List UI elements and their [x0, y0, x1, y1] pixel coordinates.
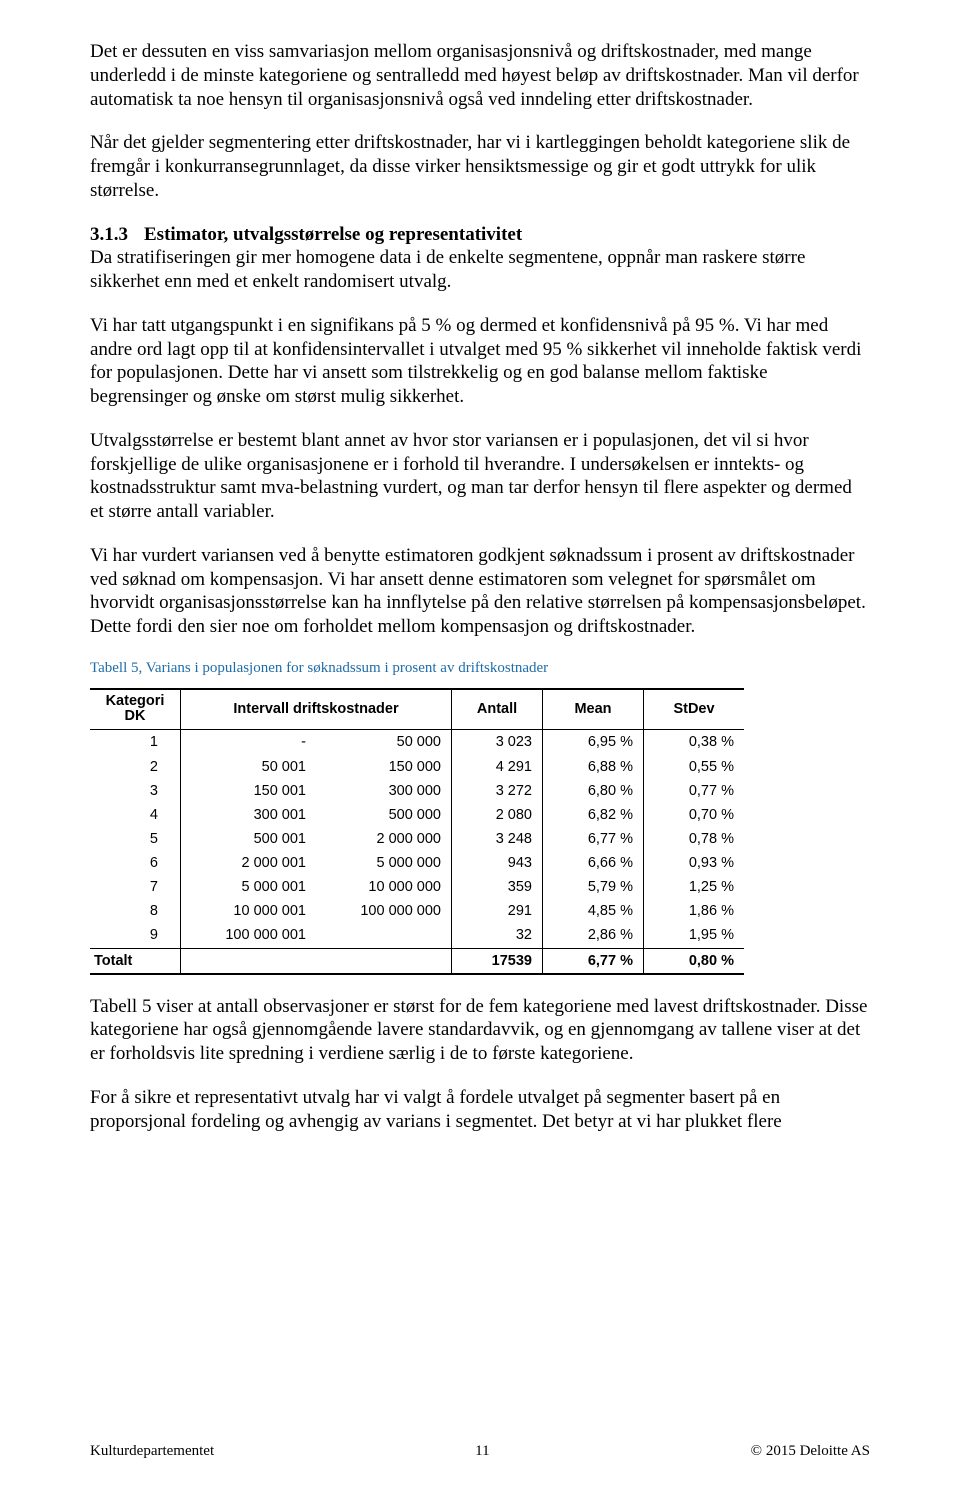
section-title: Estimator, utvalgsstørrelse og represent…: [144, 224, 522, 245]
paragraph-4: Vi har tatt utgangspunkt i en signifikan…: [90, 314, 870, 409]
col-intervall: Intervall driftskostnader: [181, 689, 452, 730]
footer-right: © 2015 Deloitte AS: [751, 1442, 870, 1461]
table-row: 9 100 000 001 32 2,86 % 1,95 %: [90, 923, 744, 948]
table-caption: Tabell 5, Varians i populasjonen for søk…: [90, 659, 870, 678]
section-heading: 3.1.3 Estimator, utvalgsstørrelse og repr…: [90, 224, 522, 245]
col-stdev: StDev: [644, 689, 745, 730]
table-row: 5 500 001 2 000 000 3 248 6,77 % 0,78 %: [90, 827, 744, 851]
page-footer: Kulturdepartementet 11 © 2015 Deloitte A…: [90, 1442, 870, 1461]
variance-table: Kategori DK Intervall driftskostnader An…: [90, 688, 744, 975]
paragraph-3a: Da stratifiseringen gir mer homogene dat…: [90, 247, 805, 292]
table-row: 1 - 50 000 3 023 6,95 % 0,38 %: [90, 730, 744, 755]
paragraph-3: 3.1.3 Estimator, utvalgsstørrelse og repr…: [90, 223, 870, 294]
section-number: 3.1.3: [90, 223, 128, 247]
paragraph-2: Når det gjelder segmentering etter drift…: [90, 131, 870, 202]
col-kategori: Kategori DK: [90, 689, 181, 730]
table-row: 4 300 001 500 000 2 080 6,82 % 0,70 %: [90, 803, 744, 827]
table-header-row: Kategori DK Intervall driftskostnader An…: [90, 689, 744, 730]
footer-center: 11: [475, 1442, 489, 1461]
table-row: 3 150 001 300 000 3 272 6,80 % 0,77 %: [90, 779, 744, 803]
paragraph-6: Vi har vurdert variansen ved å benytte e…: [90, 544, 870, 639]
col-antall: Antall: [452, 689, 543, 730]
paragraph-8: For å sikre et representativt utvalg har…: [90, 1086, 870, 1134]
table-row-total: Totalt 17539 6,77 % 0,80 %: [90, 948, 744, 974]
table-row: 8 10 000 001 100 000 000 291 4,85 % 1,86…: [90, 899, 744, 923]
table-row: 7 5 000 001 10 000 000 359 5,79 % 1,25 %: [90, 875, 744, 899]
paragraph-1: Det er dessuten en viss samvariasjon mel…: [90, 40, 870, 111]
footer-left: Kulturdepartementet: [90, 1442, 214, 1461]
table-body: 1 - 50 000 3 023 6,95 % 0,38 % 2 50 001 …: [90, 730, 744, 974]
col-mean: Mean: [543, 689, 644, 730]
paragraph-5: Utvalgsstørrelse er bestemt blant annet …: [90, 429, 870, 524]
table-row: 2 50 001 150 000 4 291 6,88 % 0,55 %: [90, 755, 744, 779]
paragraph-7: Tabell 5 viser at antall observasjoner e…: [90, 995, 870, 1066]
page: Det er dessuten en viss samvariasjon mel…: [0, 0, 960, 1487]
table-row: 6 2 000 001 5 000 000 943 6,66 % 0,93 %: [90, 851, 744, 875]
